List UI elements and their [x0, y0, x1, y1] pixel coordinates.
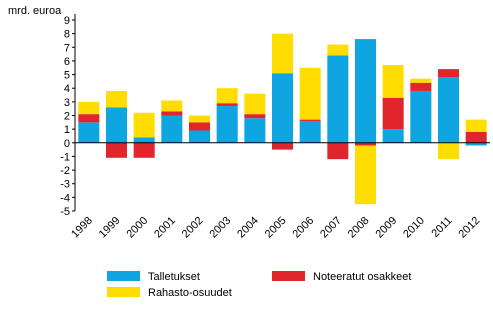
- bar-segment: [327, 55, 349, 143]
- x-tick-label: 2007: [318, 215, 344, 241]
- x-tick-label: 2000: [124, 215, 150, 241]
- bar-segment: [244, 118, 266, 143]
- bar-segment: [161, 115, 183, 143]
- x-tick-label: 2002: [180, 215, 206, 241]
- x-tick-label: 2005: [263, 215, 289, 241]
- bar-segment: [382, 65, 404, 98]
- bar-segment: [354, 39, 377, 143]
- x-tick-label: 2010: [401, 215, 427, 241]
- x-tick-label: 2008: [346, 215, 372, 241]
- bar-segment: [161, 100, 183, 112]
- bar-segment: [465, 119, 487, 132]
- bar-segment: [299, 67, 321, 120]
- y-tick-label: 4: [64, 83, 70, 95]
- x-tick-label: 2001: [152, 215, 178, 241]
- x-tick-label: 1999: [97, 215, 123, 241]
- bar-segment: [437, 69, 460, 78]
- bar-segment: [327, 44, 349, 56]
- bar-segment: [382, 97, 404, 130]
- y-tick-label: -1: [60, 151, 70, 163]
- bar-segment: [105, 142, 128, 158]
- legend-swatch: [272, 271, 305, 281]
- bar-segment: [382, 129, 404, 143]
- y-tick-label: 9: [64, 15, 70, 27]
- bar-segment: [354, 145, 377, 205]
- bar-segment: [410, 90, 432, 143]
- y-tick-label: 7: [64, 42, 70, 54]
- bar-segment: [133, 137, 155, 143]
- bar-segment: [244, 93, 266, 115]
- bar-segment: [299, 120, 321, 143]
- bar-segment: [271, 142, 294, 150]
- bar-segment: [465, 142, 487, 146]
- bar-segment: [216, 105, 238, 143]
- bar-segment: [133, 112, 155, 138]
- y-tick-label: 3: [64, 97, 70, 109]
- legend-label: Rahasto-osuudet: [148, 287, 232, 299]
- bar-segment: [437, 142, 460, 160]
- x-tick-label: 2011: [429, 215, 454, 240]
- legend-label: Noteeratut osakkeet: [313, 271, 411, 283]
- y-tick-label: 5: [64, 70, 70, 82]
- bar-segment: [188, 115, 211, 123]
- bar-segment: [188, 122, 211, 131]
- legend-swatch: [107, 271, 140, 281]
- bar-segment: [188, 130, 211, 143]
- bar-segment: [299, 119, 321, 121]
- bar-segment: [78, 101, 100, 115]
- bar-segment: [410, 78, 432, 83]
- y-axis-label: mrd. euroa: [8, 5, 62, 17]
- bar-segment: [161, 111, 183, 116]
- y-tick-label: 1: [64, 124, 70, 136]
- bar-segment: [271, 33, 294, 74]
- legend-label: Talletukset: [148, 271, 200, 283]
- y-tick-label: -4: [60, 192, 70, 204]
- bar-segment: [327, 142, 349, 160]
- bar-segment: [354, 142, 377, 146]
- x-tick-label: 2012: [456, 215, 482, 241]
- y-tick-label: 0: [64, 138, 70, 150]
- bar-segment: [465, 131, 487, 143]
- y-tick-label: 2: [64, 111, 70, 123]
- bar-segment: [437, 77, 460, 143]
- bar-segment: [216, 88, 238, 104]
- bar-segment: [78, 114, 100, 123]
- x-tick-label: 1998: [69, 215, 95, 241]
- bar-segment: [271, 73, 294, 143]
- x-tick-label: 2004: [235, 215, 261, 241]
- y-tick-label: -2: [60, 165, 70, 177]
- x-tick-label: 2006: [290, 215, 316, 241]
- bar-segment: [105, 90, 128, 108]
- x-tick-label: 2003: [207, 215, 233, 241]
- legend-swatch: [107, 287, 140, 297]
- bar-segment: [105, 107, 128, 143]
- x-tick-label: 2009: [373, 215, 399, 241]
- bar-segment: [244, 114, 266, 119]
- bar-segment: [216, 103, 238, 106]
- y-tick-label: 8: [64, 29, 70, 41]
- bar-segment: [133, 142, 155, 158]
- y-tick-label: -5: [60, 206, 70, 218]
- y-tick-label: 6: [64, 56, 70, 68]
- bar-segment: [78, 122, 100, 143]
- y-tick-label: -3: [60, 179, 70, 191]
- bar-segment: [410, 82, 432, 91]
